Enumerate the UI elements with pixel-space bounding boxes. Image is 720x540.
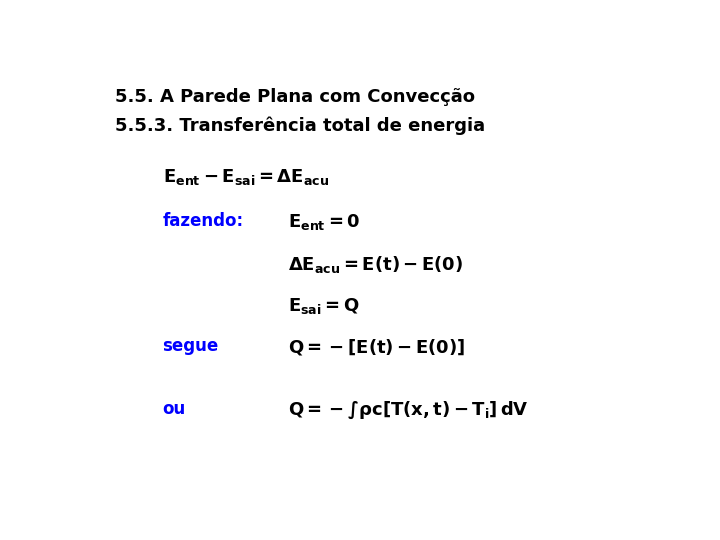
Text: 5.5.3. Transferência total de energia: 5.5.3. Transferência total de energia <box>115 117 485 136</box>
Text: $\mathbf{Q = -[E(t) - E(0)]}$: $\mathbf{Q = -[E(t) - E(0)]}$ <box>288 337 465 357</box>
Text: $\mathbf{E_{sai} = Q}$: $\mathbf{E_{sai} = Q}$ <box>288 295 360 315</box>
Text: $\mathbf{E_{ent} - E_{sai} = \Delta E_{acu}}$: $\mathbf{E_{ent} - E_{sai} = \Delta E_{a… <box>163 167 329 187</box>
Text: $\mathbf{E_{ent} = 0}$: $\mathbf{E_{ent} = 0}$ <box>288 212 360 232</box>
Text: $\mathbf{Q = -\int \rho c[T(x,t) - T_i]\,dV}$: $\mathbf{Q = -\int \rho c[T(x,t) - T_i]\… <box>288 400 529 421</box>
Text: fazendo:: fazendo: <box>163 212 243 231</box>
Text: $\mathbf{\Delta E_{acu} = E(t) - E(0)}$: $\mathbf{\Delta E_{acu} = E(t) - E(0)}$ <box>288 254 463 275</box>
Text: 5.5. A Parede Plana com Convecção: 5.5. A Parede Plana com Convecção <box>115 87 475 106</box>
Text: segue: segue <box>163 337 219 355</box>
Text: ou: ou <box>163 400 186 417</box>
